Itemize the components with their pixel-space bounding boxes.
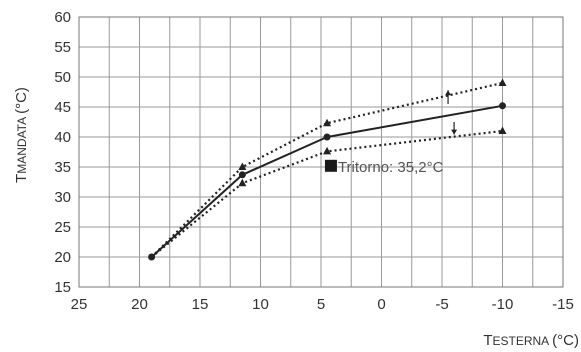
x-tick-label: 25 (71, 296, 88, 313)
series-line (150, 104, 503, 258)
y-tick-label: 30 (54, 189, 71, 206)
data-point (498, 78, 507, 86)
arrow-head (451, 129, 458, 135)
x-tick-label: -15 (552, 296, 574, 313)
data-point (499, 102, 506, 110)
y-tick-label: 15 (54, 279, 71, 296)
arrow-head (445, 90, 452, 96)
data-point (238, 162, 247, 170)
x-axis-title: TESTERNA (°C) (483, 332, 579, 349)
y-tick-label: 60 (54, 9, 71, 26)
data-point (323, 118, 332, 127)
x-axis-title-unit: (°C) (552, 332, 579, 349)
data-point (498, 126, 507, 134)
data-point (323, 146, 332, 155)
x-tick-label: -5 (435, 296, 448, 313)
y-tick-label: 20 (54, 249, 71, 266)
x-tick-label: 0 (377, 296, 385, 313)
series-3 (150, 126, 507, 258)
annotation-layer: Tritorno: 35,2°C (324, 159, 444, 176)
data-point (323, 133, 331, 141)
grid (78, 16, 564, 288)
y-axis-title-unit: (°C) (13, 87, 30, 114)
adjust-arrow (451, 122, 458, 135)
arrow-layer (445, 90, 458, 135)
annotation-label: Tritorno: 35,2°C (338, 159, 444, 176)
plot-frame (78, 16, 564, 288)
y-tick-label: 50 (54, 69, 71, 86)
x-tick-label: 5 (317, 296, 325, 313)
x-tick-label: 20 (131, 296, 148, 313)
x-tick-label: 15 (192, 296, 209, 313)
data-point (238, 178, 247, 187)
adjust-arrow (445, 90, 452, 104)
series-line (150, 81, 503, 258)
x-tick-label: -10 (492, 296, 514, 313)
series-2 (150, 78, 507, 258)
y-tick-label: 35 (54, 159, 71, 176)
series-layer (148, 78, 507, 261)
x-tick-label: 10 (252, 296, 269, 313)
annotation-marker (324, 159, 337, 172)
series-line (150, 129, 503, 258)
y-axis-title-sub: MANDATA (15, 117, 29, 174)
data-point (238, 171, 246, 179)
y-tick-label: 40 (54, 129, 71, 146)
y-axis-title-main: T (13, 174, 30, 183)
y-tick-label: 45 (54, 99, 71, 116)
y-axis-title: TMANDATA (°C) (13, 87, 30, 183)
x-axis-title-main: T (483, 332, 492, 349)
y-tick-label: 25 (54, 219, 71, 236)
y-tick-label: 55 (54, 39, 71, 56)
series-1 (148, 102, 506, 261)
x-axis-title-sub: ESTERNA (492, 334, 549, 348)
